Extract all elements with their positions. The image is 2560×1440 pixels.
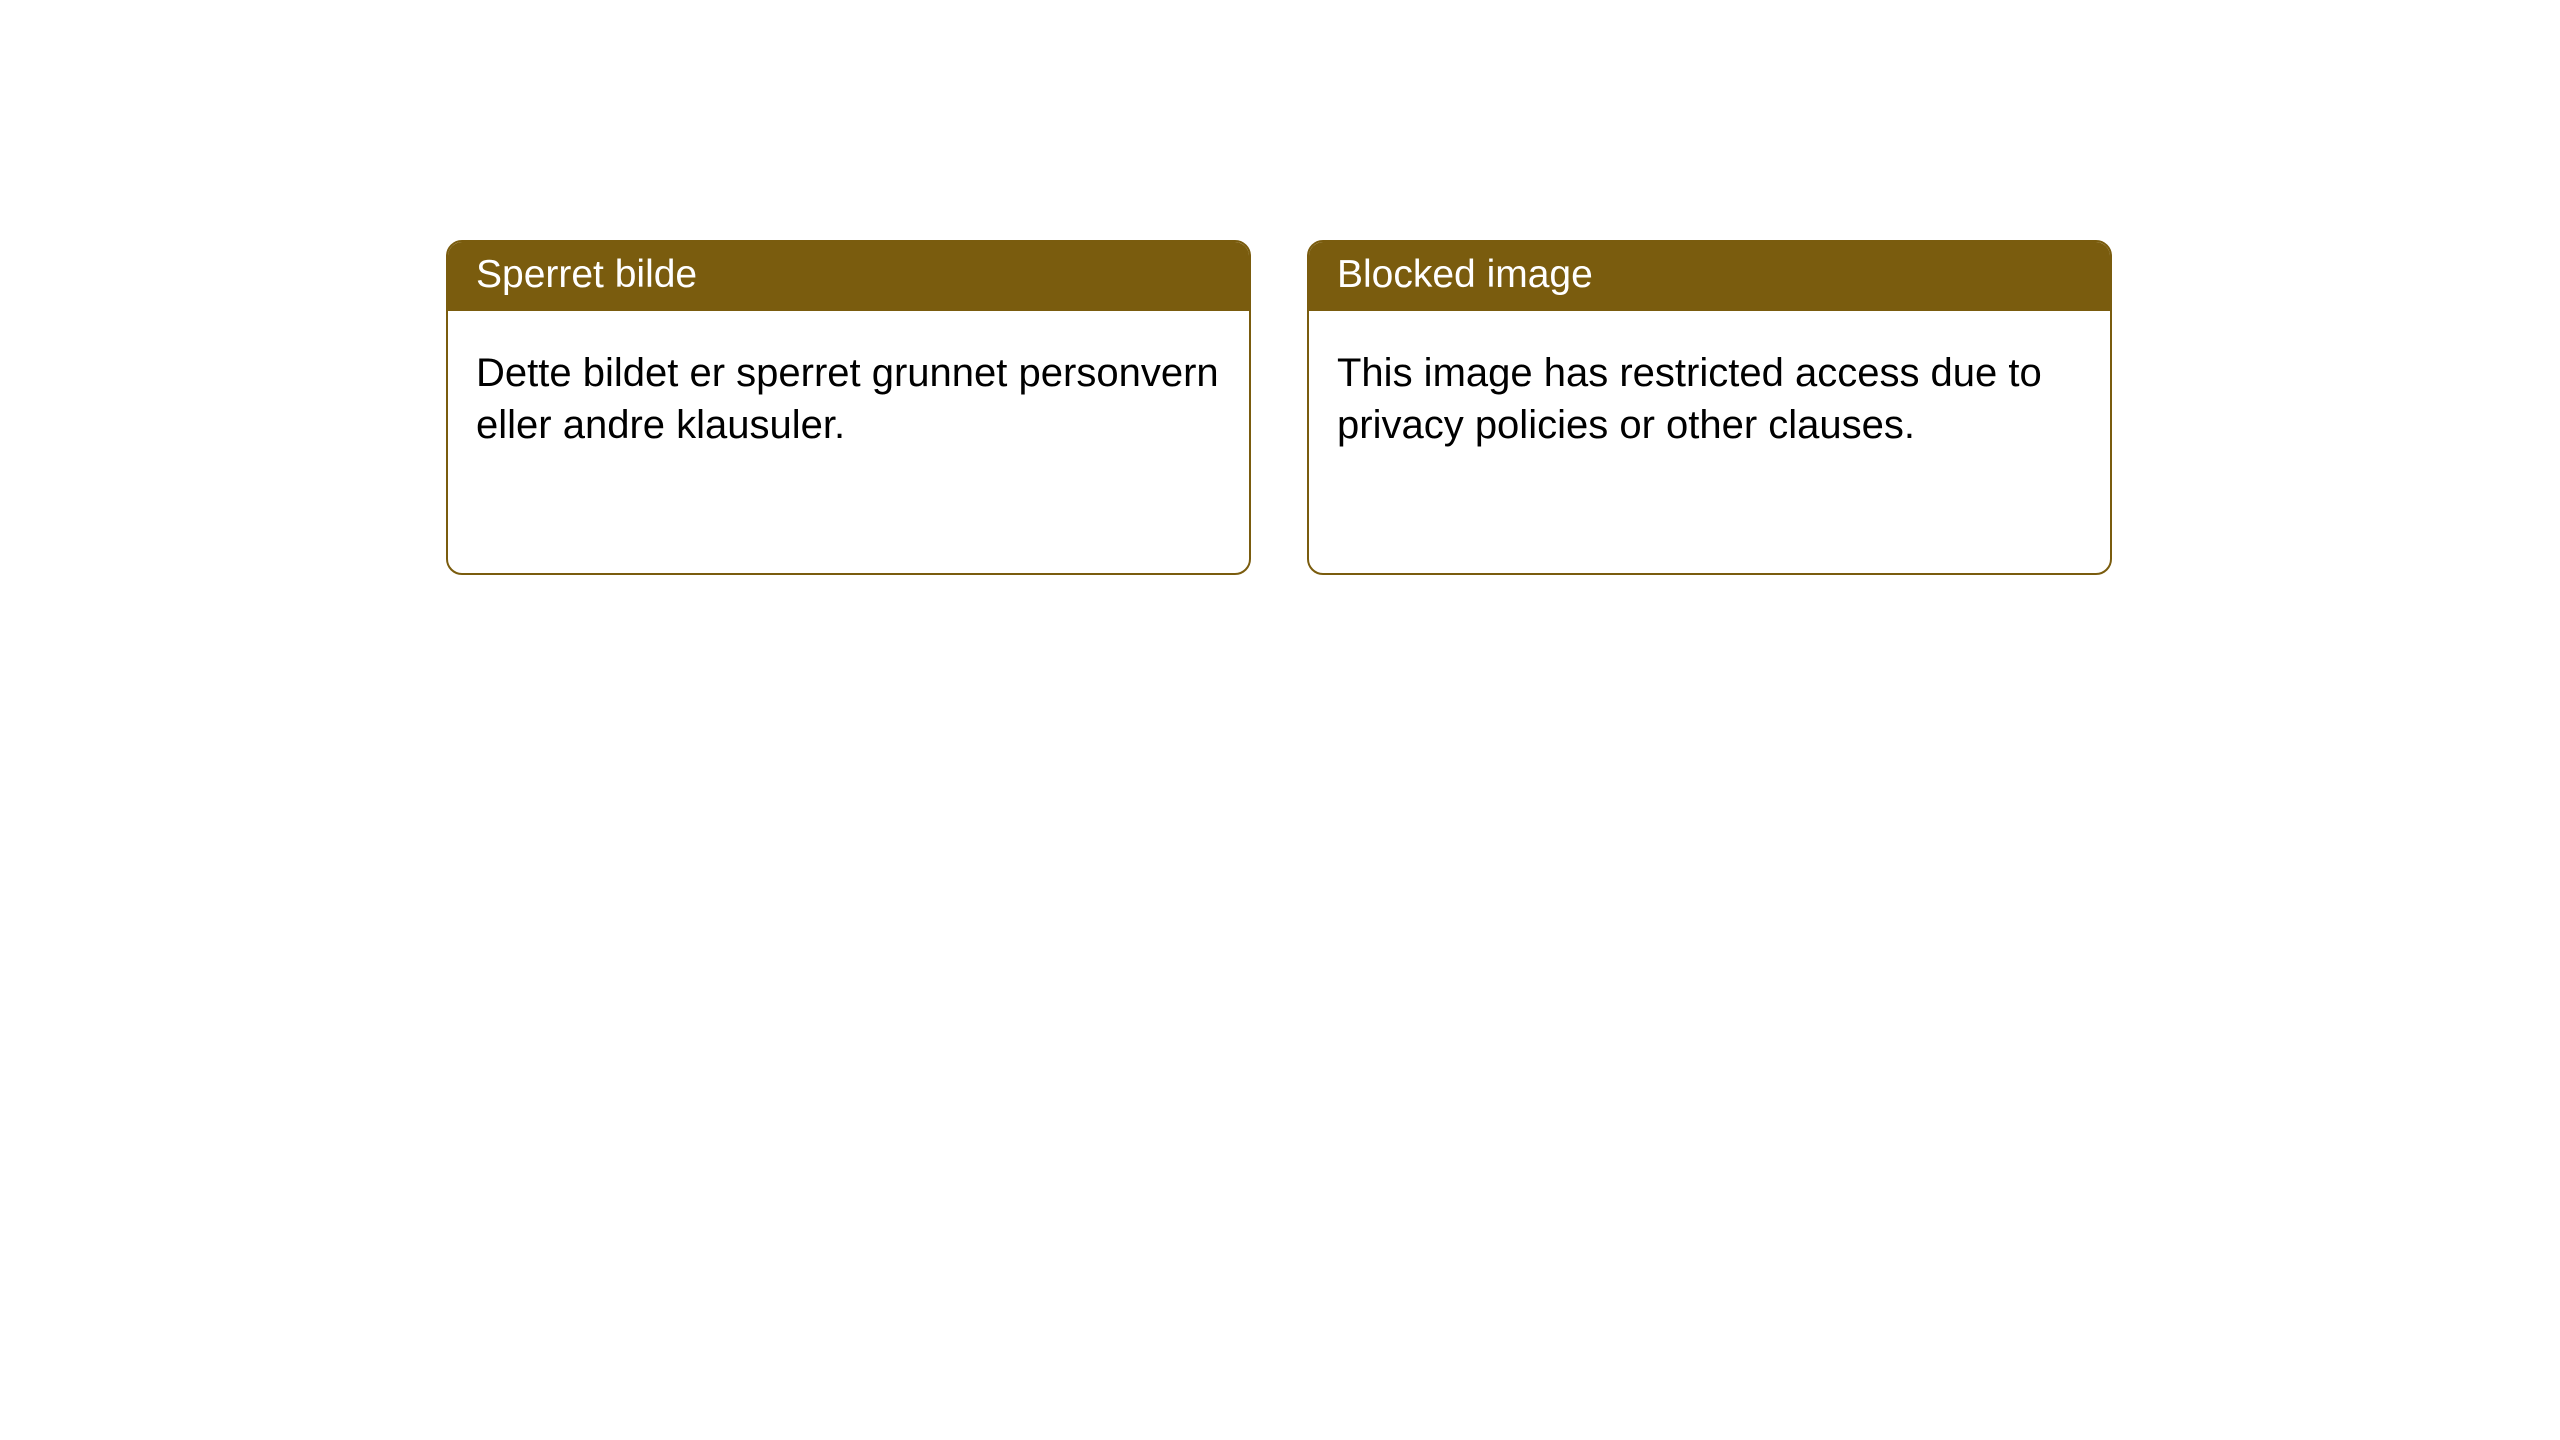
notice-card-norwegian: Sperret bilde Dette bildet er sperret gr… xyxy=(446,240,1251,575)
card-header: Sperret bilde xyxy=(448,242,1249,311)
card-body: Dette bildet er sperret grunnet personve… xyxy=(448,311,1249,477)
card-title: Sperret bilde xyxy=(476,253,697,296)
card-title: Blocked image xyxy=(1337,253,1593,296)
notice-container: Sperret bilde Dette bildet er sperret gr… xyxy=(0,0,2560,575)
card-body-text: This image has restricted access due to … xyxy=(1337,351,2042,448)
card-body: This image has restricted access due to … xyxy=(1309,311,2110,477)
card-body-text: Dette bildet er sperret grunnet personve… xyxy=(476,351,1219,448)
card-header: Blocked image xyxy=(1309,242,2110,311)
notice-card-english: Blocked image This image has restricted … xyxy=(1307,240,2112,575)
